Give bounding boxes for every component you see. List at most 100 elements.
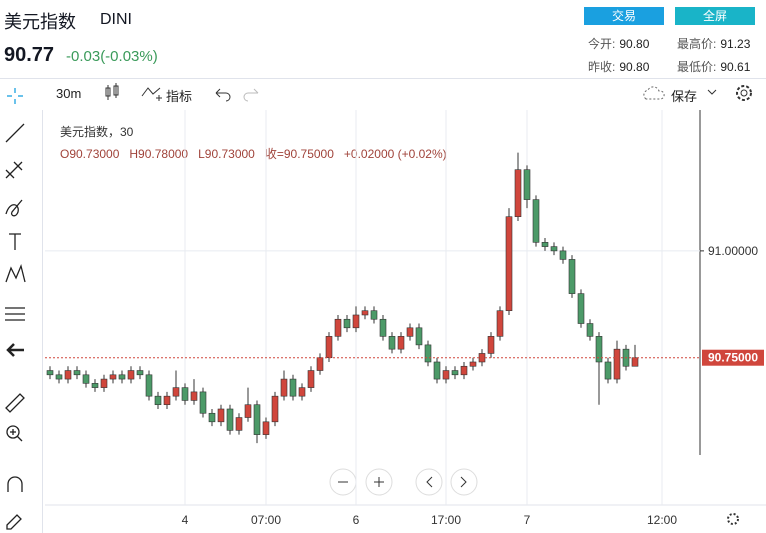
candle-body (586, 323, 594, 337)
candle-body (316, 357, 324, 371)
candle-body (289, 378, 297, 397)
candle-body (379, 318, 387, 337)
drawing-toolbar (5, 88, 26, 530)
stat-label: 最高价: (677, 37, 717, 51)
x-tick-label: 17:00 (431, 513, 461, 527)
stat-value: 90.61 (720, 60, 751, 74)
candle-body (298, 387, 306, 397)
candle-body (181, 387, 189, 401)
ruler-tool[interactable] (5, 393, 25, 413)
candle-body (271, 395, 279, 423)
candle-body (136, 370, 144, 376)
x-tick-label: 4 (182, 513, 189, 527)
candle-body (172, 387, 180, 397)
magnet-tool[interactable] (7, 476, 23, 492)
stat-label: 昨收: (588, 60, 616, 74)
candle-body (496, 310, 504, 337)
candle-body (343, 318, 351, 329)
stat-label: 今开: (588, 37, 616, 51)
fib-tool[interactable] (5, 161, 23, 179)
candle-body (352, 314, 360, 329)
x-tick-label: 6 (353, 513, 360, 527)
indicator-icon[interactable] (140, 82, 162, 104)
candle-body (73, 370, 81, 376)
candle-body (307, 370, 315, 388)
trendline-tool[interactable] (5, 123, 25, 143)
edit-tool[interactable] (6, 514, 22, 530)
candle-body (91, 383, 99, 388)
x-tick-label: 7 (524, 513, 531, 527)
indicator-button[interactable]: 指标 (166, 89, 193, 104)
candle-body (64, 370, 72, 380)
candle-body (460, 365, 468, 376)
candle-body (199, 391, 207, 414)
ohlc-value: 收=90.75000 (265, 147, 334, 161)
candle-body (505, 216, 513, 312)
brush-tool[interactable] (5, 199, 23, 217)
candle-body (118, 374, 126, 380)
settings-gear[interactable] (727, 513, 739, 525)
fullscreen-button[interactable]: 全屏 (675, 7, 755, 25)
candle-body (424, 344, 432, 363)
candle-body (235, 417, 243, 431)
candle-body (388, 336, 396, 350)
candle-body (262, 421, 270, 435)
candle-body (334, 318, 342, 337)
candle-body (100, 378, 108, 388)
candle-body (325, 336, 333, 359)
candle-body (469, 361, 477, 367)
candle-body (361, 310, 369, 316)
candle-body (559, 250, 567, 260)
candle-body (568, 259, 576, 294)
candle-body (550, 246, 558, 252)
zoom-tool[interactable] (6, 425, 23, 442)
ohlc-value: O90.73000 (60, 147, 120, 161)
scroll-right-button[interactable] (450, 468, 478, 496)
text-tool[interactable] (9, 233, 21, 250)
candle-body (154, 395, 162, 406)
candle-body (487, 336, 495, 354)
candle-body (532, 199, 540, 243)
candle-body (55, 374, 63, 380)
candle-body (514, 169, 522, 217)
save-button[interactable]: 保存 (671, 89, 698, 104)
candle-body (46, 370, 54, 376)
zoom-controls (329, 468, 478, 496)
stat-value: 90.80 (619, 60, 650, 74)
candle-body (145, 374, 153, 397)
candle-body (127, 370, 135, 380)
candle-body (370, 310, 378, 320)
candle-body (577, 293, 585, 324)
candle-body (226, 408, 234, 431)
candle-body (280, 378, 288, 397)
settings-icon[interactable] (733, 82, 755, 104)
scroll-left-button[interactable] (415, 468, 443, 496)
interval-button[interactable]: 30m (56, 86, 82, 101)
candle-body (415, 327, 423, 346)
candle-body (451, 370, 459, 376)
crosshair-tool[interactable] (7, 88, 23, 104)
undo-redo[interactable] (212, 84, 262, 102)
measure-tool[interactable] (5, 307, 25, 321)
candle-icon[interactable] (102, 82, 122, 104)
chart: 美元指数，30 O90.73000 H90.78000 L90.73000 收=90.… (45, 110, 766, 527)
divider (42, 110, 43, 533)
back-tool[interactable] (6, 343, 24, 357)
stat-label: 最低价: (677, 60, 717, 74)
ohlc-legend: O90.73000 H90.78000 L90.73000 收=90.75000 +0.… (60, 147, 447, 161)
candle-body (613, 348, 621, 380)
candle-body (208, 412, 216, 423)
last-price-box (702, 349, 764, 366)
candle-body (595, 336, 603, 363)
trade-button[interactable]: 交易 (584, 7, 664, 25)
y-tick-label: 91.00000 (708, 244, 758, 258)
candle-body (163, 395, 171, 406)
dropdown-icon[interactable] (706, 86, 718, 98)
symbol-code: DINI (100, 11, 132, 28)
price-change: -0.03(-0.03%) (66, 48, 158, 65)
cloud-icon[interactable] (640, 84, 668, 102)
candle-body (253, 404, 261, 435)
pattern-tool[interactable] (5, 263, 26, 283)
candle-body (244, 404, 252, 418)
